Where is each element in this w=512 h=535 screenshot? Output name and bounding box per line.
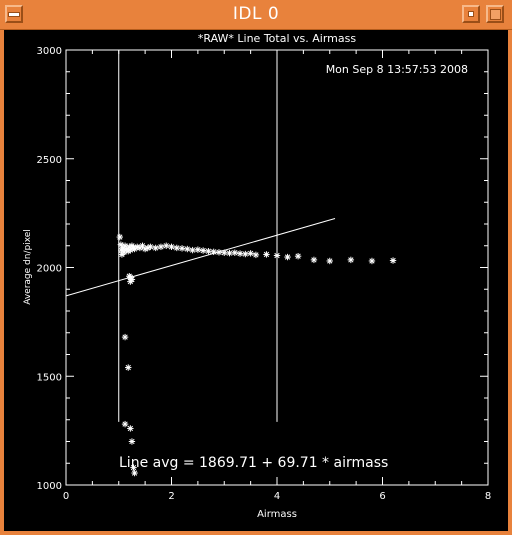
data-point [117, 241, 125, 248]
fit-line-group [65, 218, 336, 297]
plot-timestamp: Mon Sep 8 13:57:53 2008 [326, 63, 468, 76]
y-axis-ticks: 1000 1500 2000 2500 3000 [37, 46, 488, 492]
y-tick-label: 1000 [37, 481, 62, 492]
data-point [310, 256, 318, 264]
data-point [189, 246, 196, 254]
data-point [121, 420, 129, 428]
data-point [194, 246, 202, 253]
data-point [247, 250, 254, 257]
maximize-icon [489, 8, 501, 20]
y-tick-label: 1500 [37, 372, 62, 383]
scatter-plot: *RAW* Line Total vs. Airmass Mon Sep 8 1… [23, 32, 491, 520]
maximize-button[interactable] [486, 5, 504, 23]
data-point [389, 257, 397, 264]
data-point [242, 250, 249, 258]
data-point [147, 243, 154, 251]
data-point [157, 243, 165, 251]
window-menu-button[interactable] [5, 5, 23, 23]
data-point [125, 364, 132, 371]
data-point [231, 249, 239, 256]
data-point [368, 257, 376, 265]
data-point [252, 251, 260, 259]
fit-line [65, 218, 336, 297]
data-point [128, 438, 136, 445]
data-point [163, 242, 170, 249]
data-point [131, 245, 138, 253]
x-tick-label: 0 [63, 491, 69, 502]
y-tick-label: 2500 [37, 155, 62, 166]
x-tick-label: 6 [379, 491, 385, 502]
data-points [116, 233, 397, 477]
data-point [168, 243, 175, 251]
data-point [273, 252, 281, 259]
plot-title: *RAW* Line Total vs. Airmass [198, 32, 356, 45]
data-point [127, 425, 134, 432]
title-bar[interactable]: IDL 0 [0, 0, 512, 30]
y-axis-label: Average dn/pixel [23, 229, 33, 305]
minimize-icon [468, 11, 474, 17]
window-title: IDL 0 [232, 4, 280, 24]
data-point [205, 247, 212, 255]
data-point [347, 256, 355, 264]
data-point [294, 252, 302, 260]
data-point [121, 333, 129, 341]
y-tick-label: 3000 [37, 46, 62, 57]
window-menu-icon [8, 11, 20, 17]
x-tick-label: 8 [485, 491, 491, 502]
x-tick-label: 2 [168, 491, 174, 502]
data-point [128, 276, 136, 283]
data-point [130, 464, 137, 471]
data-point [236, 250, 244, 257]
data-point [184, 245, 191, 253]
fit-equation: Line avg = 1869.71 + 69.71 * airmass [119, 455, 388, 471]
data-point [199, 247, 207, 254]
y-tick-label: 2000 [37, 264, 62, 275]
plot-canvas: *RAW* Line Total vs. Airmass Mon Sep 8 1… [4, 30, 508, 531]
data-point [263, 251, 270, 258]
data-point [116, 233, 124, 241]
x-tick-label: 4 [274, 491, 280, 502]
data-point [152, 244, 159, 252]
data-point [284, 253, 291, 261]
data-point [131, 469, 138, 477]
x-axis-label: Airmass [257, 509, 297, 520]
data-point [210, 248, 217, 256]
vertical-reference-lines [118, 50, 278, 422]
minimize-button[interactable] [462, 5, 480, 23]
data-point [326, 257, 333, 265]
data-point [178, 245, 186, 252]
